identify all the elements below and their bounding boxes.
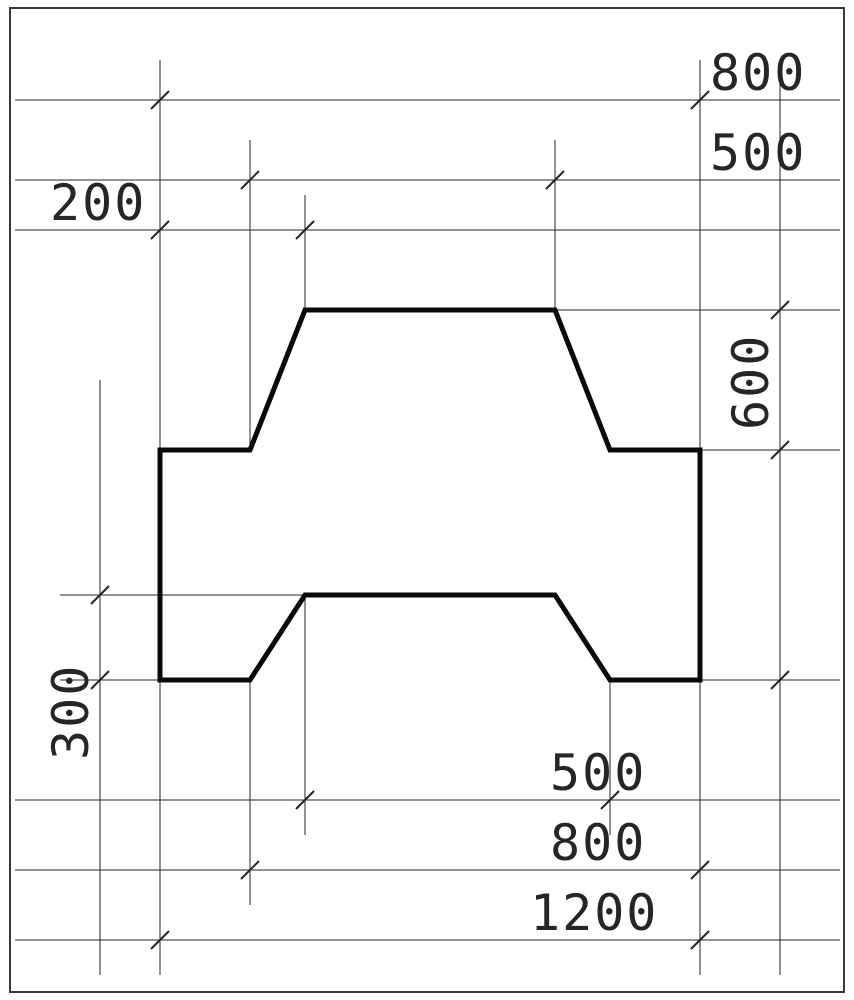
dim-label-600: 600: [722, 334, 780, 430]
dim-label-800: 800: [710, 44, 806, 102]
dim-label-1200: 1200: [530, 884, 658, 942]
dim-label-200: 200: [50, 174, 146, 232]
dim-label-500: 500: [550, 744, 646, 802]
engineering-drawing: 800 500 200 500 800 1200 600 300: [0, 0, 854, 1000]
dim-label-500: 500: [710, 124, 806, 182]
dim-label-300: 300: [42, 664, 100, 760]
cross-section-outline: [160, 310, 700, 680]
dim-label-800: 800: [550, 814, 646, 872]
